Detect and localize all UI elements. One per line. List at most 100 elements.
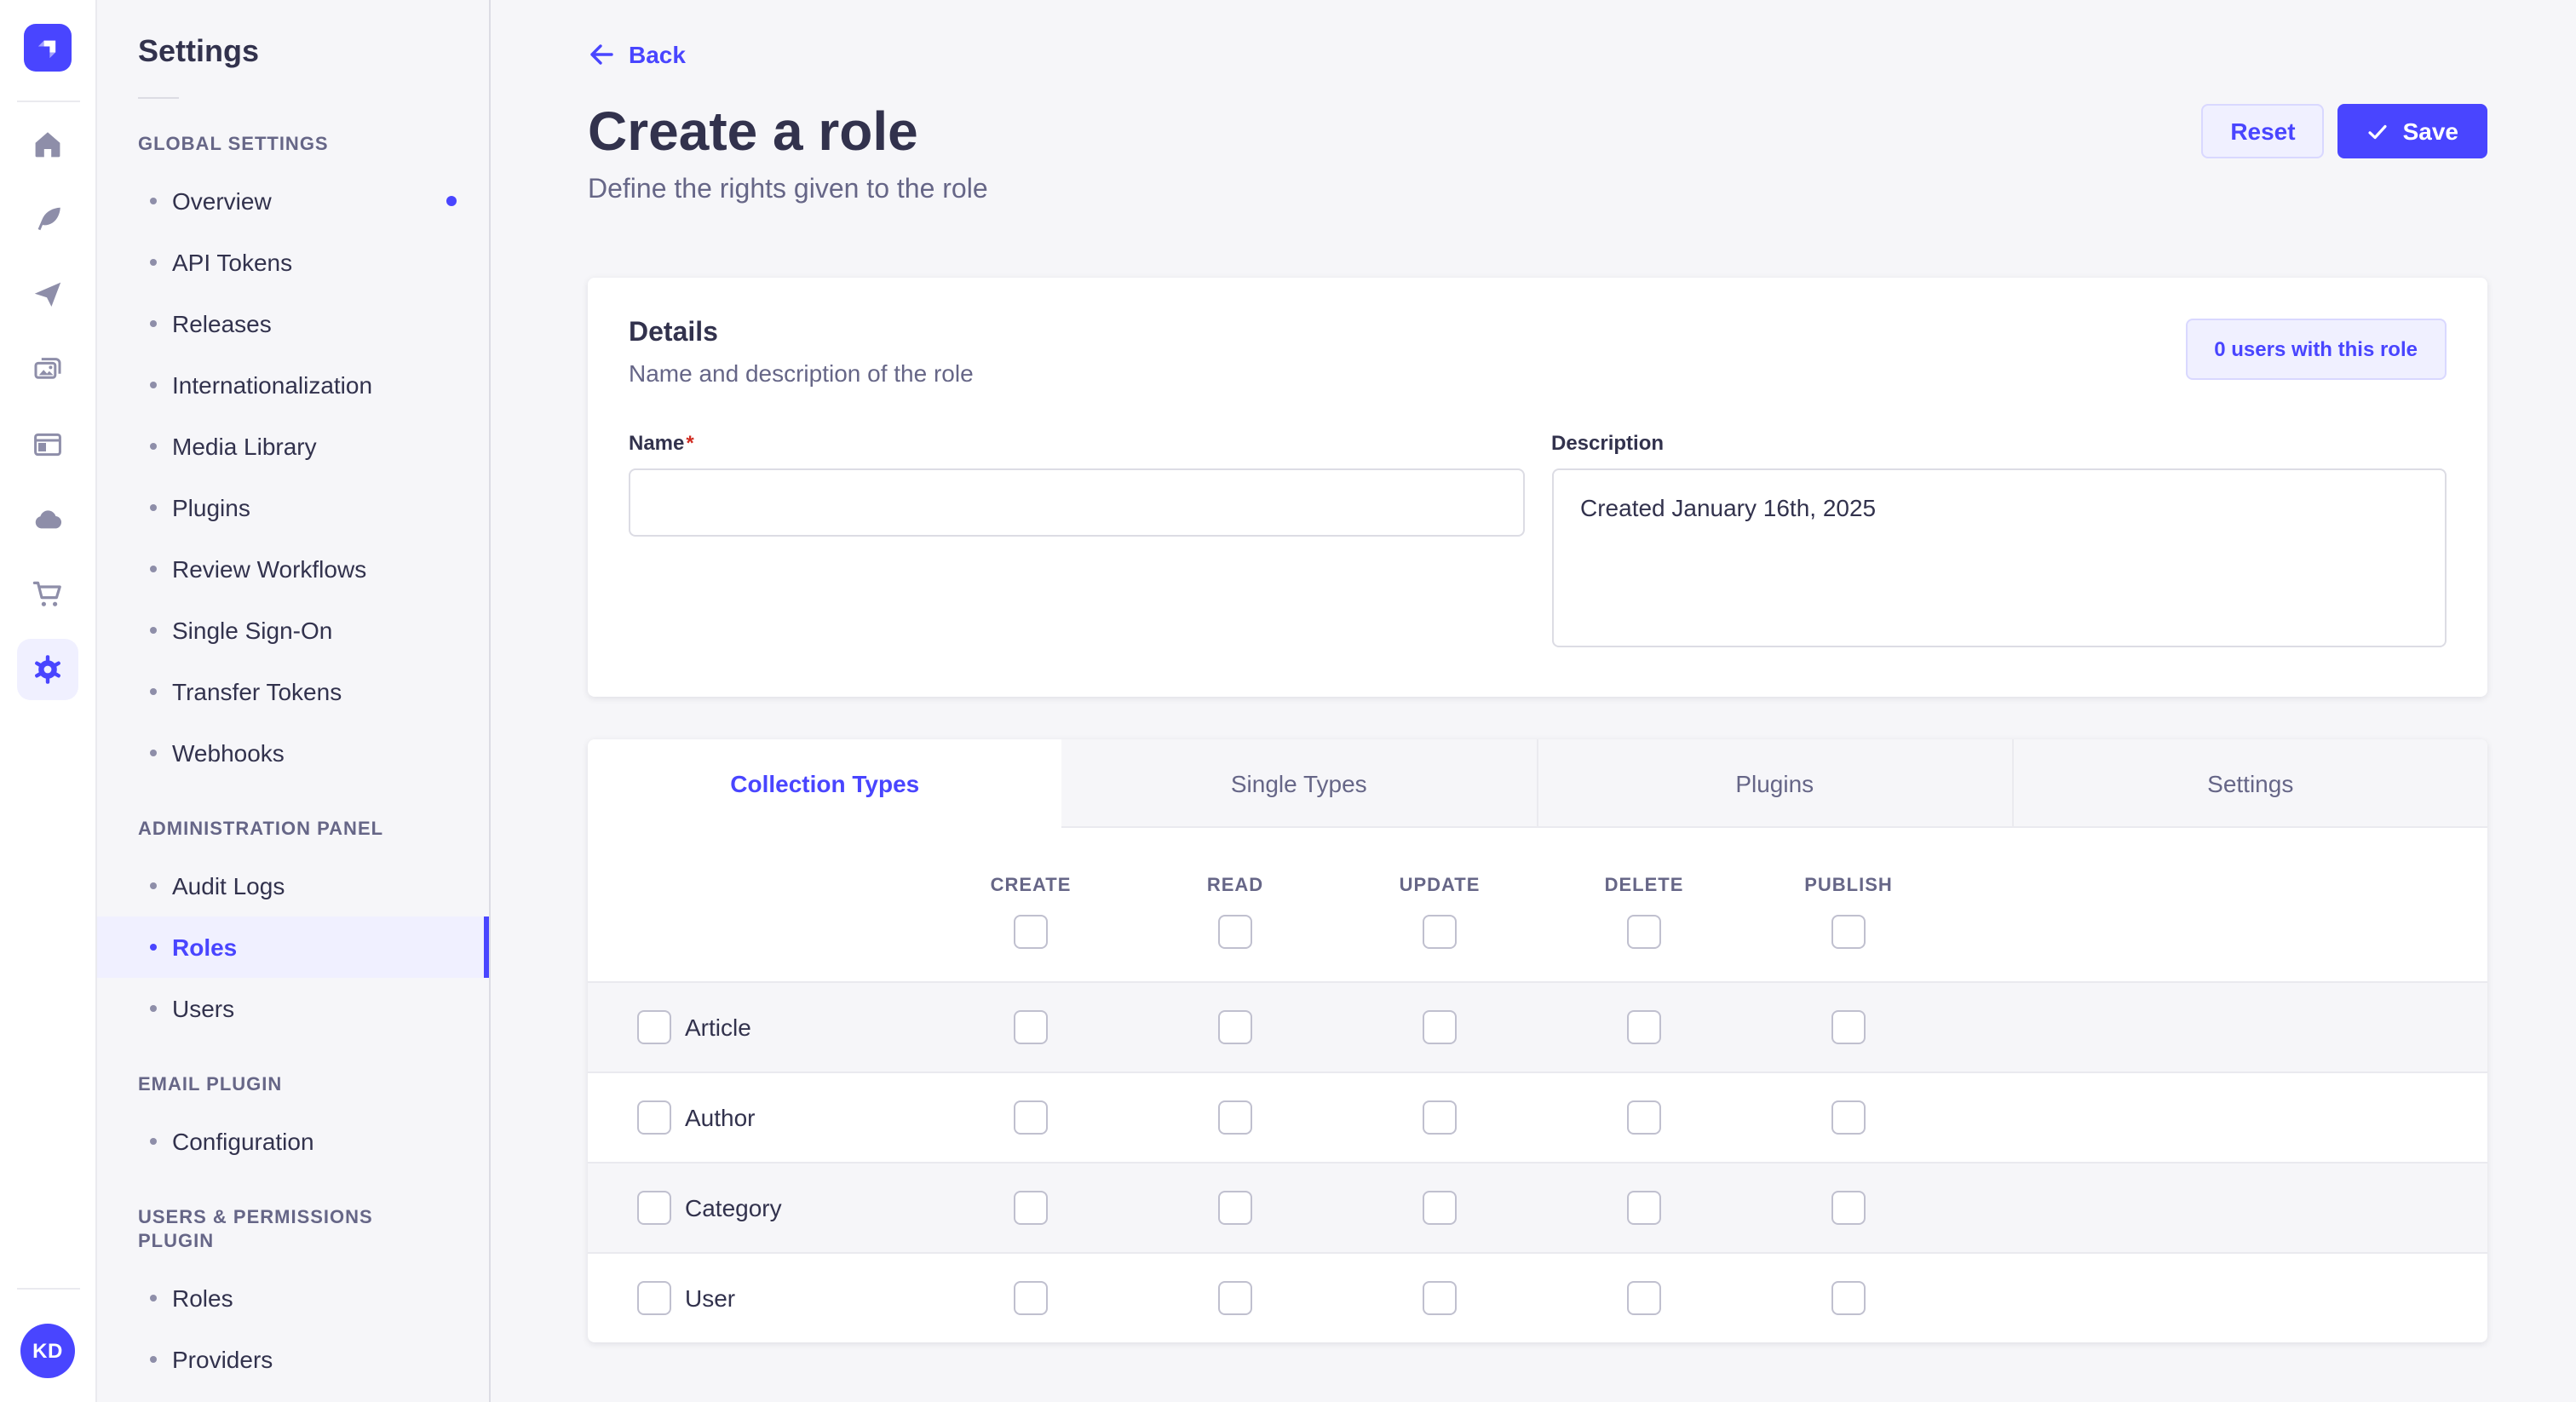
sidebar-item-single-sign-on[interactable]: Single Sign-On — [97, 600, 489, 661]
sidebar-item-roles[interactable]: Roles — [97, 916, 489, 978]
page-subtitle: Define the rights given to the role — [588, 175, 988, 204]
tab-settings[interactable]: Settings — [2011, 739, 2487, 828]
sidebar-section-administration-panel: ADMINISTRATION PANEL — [138, 819, 384, 840]
sidebar-section-email-plugin: EMAIL PLUGIN — [138, 1075, 283, 1095]
sidebar-item-label: Media Library — [172, 433, 317, 460]
user-delete-checkbox[interactable] — [1627, 1281, 1661, 1315]
save-button[interactable]: Save — [2337, 104, 2487, 158]
strapi-cloud-icon[interactable] — [10, 482, 85, 557]
media-library-images-icon[interactable] — [10, 332, 85, 407]
column-header-read: READ — [1206, 876, 1264, 896]
sidebar-item-providers[interactable]: Providers — [97, 1329, 489, 1390]
permissions-select-all-row — [588, 906, 2487, 981]
tab-collection-types[interactable]: Collection Types — [588, 739, 1062, 828]
tab-plugins[interactable]: Plugins — [1536, 739, 2012, 828]
description-textarea[interactable] — [1551, 468, 2447, 647]
article-read-checkbox[interactable] — [1218, 1010, 1252, 1044]
column-header-delete: DELETE — [1604, 876, 1684, 896]
permissions-column-headers: CREATE READ UPDATE DELETE PUBLISH — [588, 828, 2487, 906]
user-read-checkbox[interactable] — [1218, 1281, 1252, 1315]
user-update-checkbox[interactable] — [1423, 1281, 1457, 1315]
strapi-logo-glyph — [37, 40, 56, 59]
settings-gear-icon[interactable] — [10, 632, 85, 707]
header-actions: Reset Save — [2201, 104, 2487, 158]
home-icon[interactable] — [10, 107, 85, 182]
sidebar-item-api-tokens[interactable]: API Tokens — [97, 232, 489, 293]
reset-button[interactable]: Reset — [2201, 104, 2325, 158]
users-with-role-badge[interactable]: 0 users with this role — [2185, 319, 2447, 380]
author-update-checkbox[interactable] — [1423, 1100, 1457, 1135]
name-input[interactable] — [629, 468, 1524, 537]
content-type-builder-layout-icon[interactable] — [10, 407, 85, 482]
strapi-logo[interactable] — [24, 24, 72, 72]
permission-row-author: Author — [588, 1072, 2487, 1162]
user-create-checkbox[interactable] — [1014, 1281, 1048, 1315]
select-all-create-checkbox[interactable] — [1014, 915, 1048, 949]
sidebar-section-global-settings: GLOBAL SETTINGS — [138, 135, 329, 155]
author-delete-checkbox[interactable] — [1627, 1100, 1661, 1135]
column-header-update: UPDATE — [1399, 876, 1481, 896]
row-label: Article — [685, 1014, 751, 1041]
category-create-checkbox[interactable] — [1014, 1191, 1048, 1225]
category-delete-checkbox[interactable] — [1627, 1191, 1661, 1225]
tab-single-types[interactable]: Single Types — [1061, 739, 1536, 828]
sidebar-item-overview[interactable]: Overview — [97, 170, 489, 232]
article-publish-checkbox[interactable] — [1831, 1010, 1866, 1044]
sidebar-item-configuration[interactable]: Configuration — [97, 1111, 489, 1172]
marketplace-cart-icon[interactable] — [10, 557, 85, 632]
author-read-checkbox[interactable] — [1218, 1100, 1252, 1135]
sidebar-item-plugins[interactable]: Plugins — [97, 477, 489, 538]
sidebar-item-label: Transfer Tokens — [172, 678, 342, 705]
category-read-checkbox[interactable] — [1218, 1191, 1252, 1225]
content-manager-feather-icon[interactable] — [10, 182, 85, 257]
row-label: Category — [685, 1194, 782, 1221]
sidebar-item-users[interactable]: Users — [97, 978, 489, 1039]
back-link[interactable]: Back — [588, 41, 686, 68]
select-all-publish-checkbox[interactable] — [1831, 915, 1866, 949]
sidebar-item-webhooks[interactable]: Webhooks — [97, 722, 489, 784]
author-publish-checkbox[interactable] — [1831, 1100, 1866, 1135]
bullet-icon — [150, 566, 157, 572]
sidebar-item-roles[interactable]: Roles — [97, 1267, 489, 1329]
select-all-update-checkbox[interactable] — [1423, 915, 1457, 949]
article-create-checkbox[interactable] — [1014, 1010, 1048, 1044]
row-category-checkbox[interactable] — [637, 1191, 671, 1225]
user-avatar[interactable]: KD — [20, 1324, 75, 1378]
sidebar-item-label: Providers — [172, 1346, 273, 1373]
select-all-delete-checkbox[interactable] — [1627, 915, 1661, 949]
permissions-rows: Article Author Category User — [588, 981, 2487, 1342]
sidebar-item-review-workflows[interactable]: Review Workflows — [97, 538, 489, 600]
sidebar-item-label: Users — [172, 995, 235, 1022]
sidebar-item-releases[interactable]: Releases — [97, 293, 489, 354]
category-update-checkbox[interactable] — [1423, 1191, 1457, 1225]
row-user-checkbox[interactable] — [637, 1281, 671, 1315]
article-delete-checkbox[interactable] — [1627, 1010, 1661, 1044]
user-publish-checkbox[interactable] — [1831, 1281, 1866, 1315]
select-all-read-checkbox[interactable] — [1218, 915, 1252, 949]
main-content: Back Create a role Reset Save Define the… — [491, 0, 2576, 1402]
permissions-card: Collection Types Single Types Plugins Setti… — [588, 739, 2487, 1342]
sidebar-item-audit-logs[interactable]: Audit Logs — [97, 855, 489, 916]
back-label: Back — [629, 41, 686, 68]
deploy-paper-plane-icon[interactable] — [10, 257, 85, 332]
column-header-create: CREATE — [990, 876, 1072, 896]
description-label: Description — [1551, 431, 1665, 455]
bullet-icon — [150, 627, 157, 634]
article-update-checkbox[interactable] — [1423, 1010, 1457, 1044]
bullet-icon — [150, 750, 157, 756]
category-publish-checkbox[interactable] — [1831, 1191, 1866, 1225]
sidebar-item-label: API Tokens — [172, 249, 293, 276]
row-author-checkbox[interactable] — [637, 1100, 671, 1135]
sidebar-item-internationalization[interactable]: Internationalization — [97, 354, 489, 416]
sidebar-item-media-library[interactable]: Media Library — [97, 416, 489, 477]
author-create-checkbox[interactable] — [1014, 1100, 1048, 1135]
bullet-icon — [150, 882, 157, 889]
bullet-icon — [150, 259, 157, 266]
sidebar-item-label: Webhooks — [172, 739, 285, 767]
bullet-icon — [150, 443, 157, 450]
sidebar-item-transfer-tokens[interactable]: Transfer Tokens — [97, 661, 489, 722]
bullet-icon — [150, 688, 157, 695]
sidebar-item-label: Plugins — [172, 494, 250, 521]
row-article-checkbox[interactable] — [637, 1010, 671, 1044]
sidebar-item-label: Internationalization — [172, 371, 373, 399]
